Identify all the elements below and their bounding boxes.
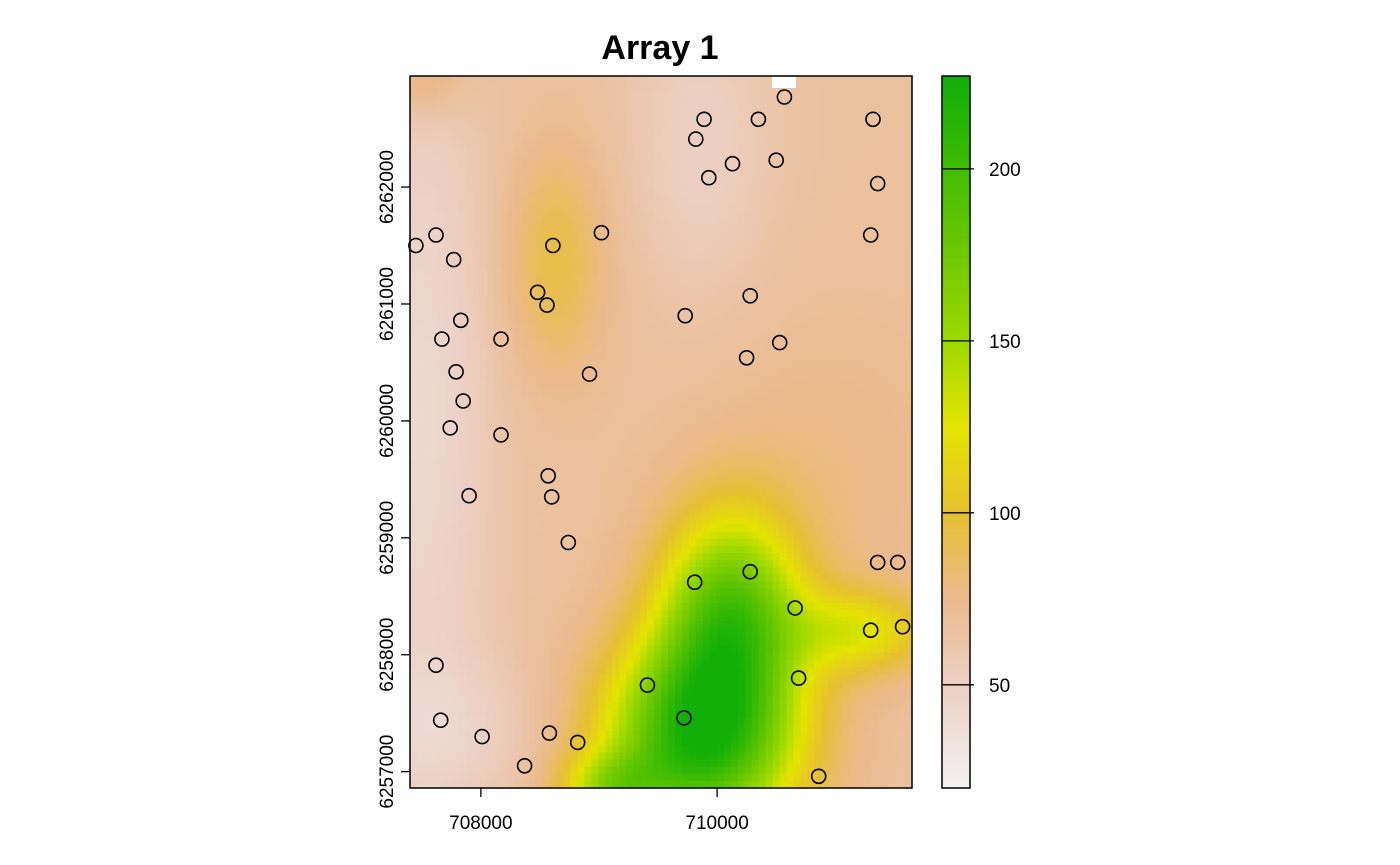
colorbar-tick-label: 200 [989, 160, 1021, 181]
colorbar-frame [941, 75, 971, 789]
sample-point [810, 768, 827, 785]
sample-point [696, 111, 712, 128]
sample-point [750, 111, 767, 128]
sample-point [541, 725, 558, 741]
y-axis: 6257000 6258000 6259000 6260000 6261000 62620… [377, 150, 410, 809]
sample-point [432, 712, 449, 729]
colorbar-legend: 50 100 150 200 [941, 75, 1021, 789]
sample-point [408, 237, 424, 254]
chart-title: Array 1 [601, 29, 718, 67]
sample-point [687, 131, 704, 147]
colorbar-tick-label: 100 [989, 504, 1021, 525]
sample-point [474, 728, 490, 745]
sample-point [445, 251, 462, 268]
sample-point [700, 169, 717, 186]
sample-point [738, 349, 755, 366]
sample-point [862, 227, 879, 243]
sample-point [639, 677, 656, 693]
sample-point [742, 563, 759, 580]
sample-point [724, 155, 741, 172]
plot-frame [409, 75, 913, 789]
sample-point [461, 487, 477, 504]
sample-point [545, 237, 561, 254]
y-tick-label: 6258000 [377, 618, 398, 692]
sample-point [581, 366, 598, 382]
sample-point [771, 334, 788, 351]
sample-point [539, 297, 555, 313]
sample-point [455, 393, 472, 409]
sample-point [768, 152, 785, 168]
sample-point [543, 489, 560, 505]
sample-point [742, 287, 759, 304]
sample-point [894, 618, 911, 635]
sample-point [593, 224, 610, 241]
sample-point [493, 331, 509, 347]
sample-point [677, 307, 694, 324]
sample-points [408, 89, 911, 785]
sample-point [540, 467, 557, 484]
sample-point [434, 331, 450, 347]
sample-point [776, 89, 793, 105]
sample-point [676, 710, 692, 726]
y-tick-label: 6261000 [377, 267, 398, 341]
y-tick-label: 6259000 [377, 501, 398, 575]
sample-point [560, 534, 577, 551]
sample-point [790, 670, 807, 686]
sample-point [865, 111, 881, 128]
sample-point [516, 757, 533, 774]
x-axis: 708000 710000 [449, 788, 749, 834]
sample-point [428, 657, 444, 674]
raster-heatmap [410, 76, 913, 789]
sample-point [889, 554, 906, 571]
sample-point [862, 622, 879, 639]
colorbar-tick-label: 150 [989, 332, 1021, 353]
sample-point [686, 574, 703, 591]
colorbar-tick-label: 50 [989, 676, 1010, 697]
y-tick-label: 6260000 [377, 384, 398, 458]
y-tick-label: 6257000 [377, 735, 398, 809]
sample-point [442, 420, 459, 436]
no-data-cell [772, 77, 796, 88]
sample-point [869, 554, 886, 571]
sample-point [428, 227, 444, 243]
sample-point [869, 175, 886, 192]
sample-point [493, 427, 509, 443]
x-tick-label: 710000 [685, 813, 748, 834]
sample-point [787, 600, 803, 616]
sample-point [452, 312, 469, 329]
y-tick-label: 6262000 [377, 150, 398, 224]
x-tick-label: 708000 [449, 813, 512, 834]
sample-point [448, 363, 464, 380]
sample-point [569, 734, 586, 751]
sample-point [529, 284, 546, 301]
